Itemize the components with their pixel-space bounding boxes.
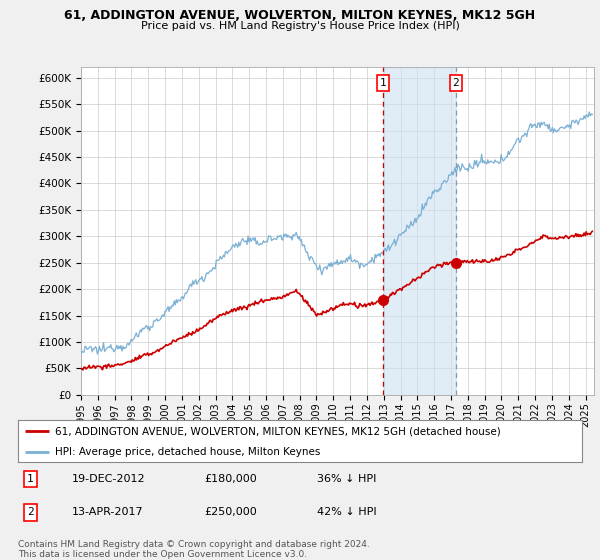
Text: 2: 2 <box>452 78 459 88</box>
Text: 1: 1 <box>27 474 34 484</box>
Text: 42% ↓ HPI: 42% ↓ HPI <box>317 507 377 517</box>
Text: 61, ADDINGTON AVENUE, WOLVERTON, MILTON KEYNES, MK12 5GH: 61, ADDINGTON AVENUE, WOLVERTON, MILTON … <box>64 9 536 22</box>
Text: HPI: Average price, detached house, Milton Keynes: HPI: Average price, detached house, Milt… <box>55 447 320 458</box>
Text: 19-DEC-2012: 19-DEC-2012 <box>71 474 145 484</box>
Text: This data is licensed under the Open Government Licence v3.0.: This data is licensed under the Open Gov… <box>18 550 307 559</box>
Text: 2: 2 <box>27 507 34 517</box>
Text: 61, ADDINGTON AVENUE, WOLVERTON, MILTON KEYNES, MK12 5GH (detached house): 61, ADDINGTON AVENUE, WOLVERTON, MILTON … <box>55 426 500 436</box>
Text: Contains HM Land Registry data © Crown copyright and database right 2024.: Contains HM Land Registry data © Crown c… <box>18 540 370 549</box>
Bar <box>383 67 456 395</box>
Text: 36% ↓ HPI: 36% ↓ HPI <box>317 474 376 484</box>
Text: £180,000: £180,000 <box>204 474 257 484</box>
Text: Price paid vs. HM Land Registry's House Price Index (HPI): Price paid vs. HM Land Registry's House … <box>140 21 460 31</box>
Text: 1: 1 <box>380 78 386 88</box>
Text: £250,000: £250,000 <box>204 507 257 517</box>
Text: 13-APR-2017: 13-APR-2017 <box>71 507 143 517</box>
